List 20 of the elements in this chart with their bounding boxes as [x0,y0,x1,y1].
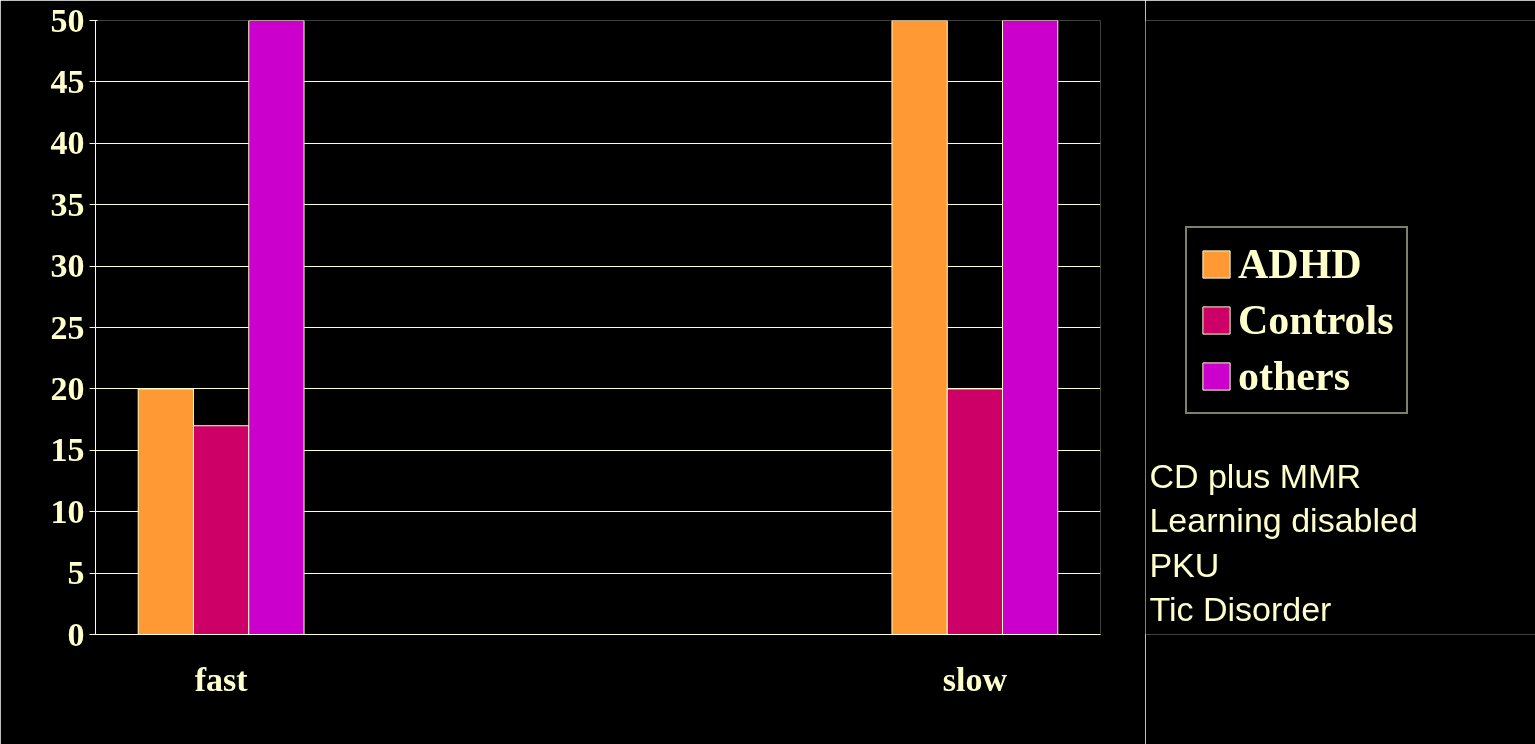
y-tick-label: 25 [50,308,85,346]
y-tick-label: 40 [50,124,85,162]
y-tick-label: 45 [50,62,85,100]
y-tick-label: 10 [50,492,85,530]
text: PKU [1149,545,1220,584]
y-tick-label: 30 [50,247,85,285]
legend-label: others [1238,352,1350,400]
text: Tic Disorder [1149,589,1332,628]
y-tick-label: 15 [50,431,85,469]
legend-label: Controls [1238,296,1394,344]
y-tick-label: 50 [50,1,85,39]
x-tick-label: slow [942,660,1008,698]
x-tick-label: fast [194,660,249,698]
legend-label: ADHD [1238,240,1362,288]
y-tick-label: 20 [50,369,85,407]
y-tick-label: 5 [67,554,85,592]
text: CD plus MMR [1149,457,1361,496]
text: Learning disabled [1149,501,1418,540]
y-tick-label: 0 [67,615,85,653]
y-tick-label: 35 [50,185,85,223]
